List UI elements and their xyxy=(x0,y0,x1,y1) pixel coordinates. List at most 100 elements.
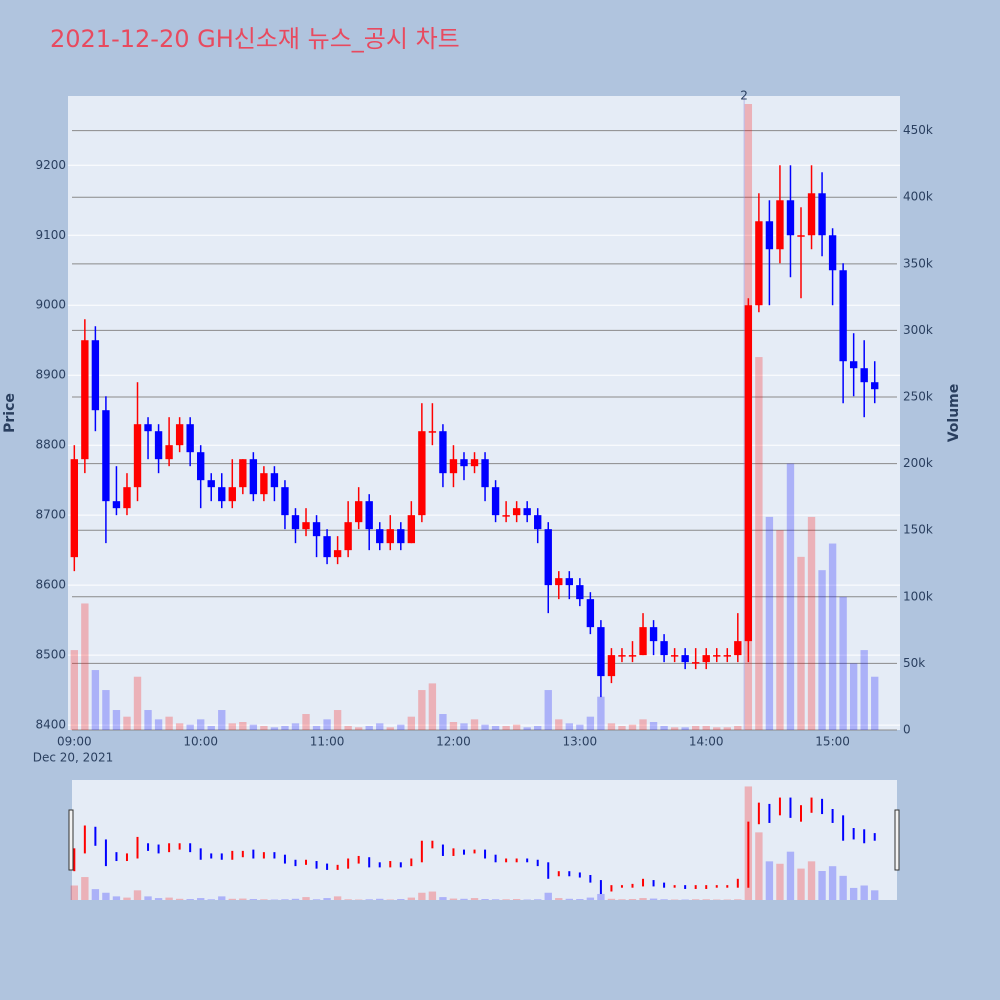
slider-handle-right[interactable] xyxy=(894,809,900,871)
x-tick-label: 15:00 xyxy=(815,735,850,749)
x-tick-label: 09:00 xyxy=(57,735,92,749)
candle-body xyxy=(670,655,679,657)
candle-body xyxy=(576,585,584,600)
slider-volume-bar xyxy=(239,898,247,900)
slider-volume-bar xyxy=(755,832,763,900)
candle-body xyxy=(797,235,805,237)
candle-body xyxy=(555,578,563,586)
volume-bar xyxy=(102,690,110,730)
volume-bar xyxy=(649,722,658,730)
slider-volume-bar xyxy=(175,898,184,900)
volume-bar xyxy=(818,570,826,730)
slider-volume-bar xyxy=(860,885,868,900)
volume-bar xyxy=(323,719,331,730)
slider-volume-bar xyxy=(365,899,373,900)
volume-bar xyxy=(828,543,837,730)
slider-volume-bar xyxy=(260,899,268,900)
candle-body xyxy=(133,424,142,488)
y-tick-label: 8900 xyxy=(35,368,66,382)
y-tick-label: 8700 xyxy=(35,508,66,522)
candle-body xyxy=(207,480,215,488)
y-tick-label: 8400 xyxy=(35,718,66,732)
volume-bar xyxy=(723,727,731,730)
volume-bar xyxy=(186,724,194,730)
x-tick-label: 14:00 xyxy=(689,735,724,749)
volume-bar xyxy=(470,719,479,730)
volume-bar xyxy=(344,726,352,730)
candle-body xyxy=(818,193,826,236)
candle-body xyxy=(260,473,268,495)
candle-body xyxy=(807,193,816,236)
y-tick-label: 9100 xyxy=(35,228,66,242)
candle-body xyxy=(449,459,458,474)
slider-volume-bar xyxy=(333,896,342,900)
candle-body xyxy=(365,501,373,530)
slider-volume-bar xyxy=(797,868,805,900)
slider-volume-bar xyxy=(586,897,595,900)
y2-tick-label: 300k xyxy=(903,323,933,337)
slider-volume-bar xyxy=(70,885,79,900)
slider-volume-bar xyxy=(449,898,458,900)
volume-bar xyxy=(681,727,689,730)
candle-body xyxy=(786,200,795,236)
candle-body xyxy=(649,627,658,642)
volume-bar xyxy=(765,516,774,730)
candle-body xyxy=(713,655,721,657)
candle-body xyxy=(186,424,194,453)
slider-volume-bar xyxy=(207,899,215,900)
volume-bar xyxy=(218,710,226,730)
y-axis-title: Price xyxy=(2,393,18,433)
slider-volume-bar xyxy=(460,898,468,900)
volume-bar xyxy=(660,726,668,730)
volume-bar xyxy=(228,723,236,730)
candle-body xyxy=(144,424,152,432)
candle-body xyxy=(333,550,342,558)
candle-body xyxy=(734,641,742,656)
volume-bar xyxy=(270,727,279,730)
candle-body xyxy=(702,655,710,663)
slider-volume-bar xyxy=(302,897,310,900)
candle-body xyxy=(154,431,163,460)
volume-bar xyxy=(692,726,700,730)
candle-body xyxy=(744,305,753,642)
volume-bar xyxy=(239,722,247,730)
volume-bar xyxy=(91,670,100,730)
range-slider[interactable] xyxy=(72,780,897,900)
volume-bar xyxy=(123,716,131,730)
candle-body xyxy=(460,459,468,467)
slider-volume-bar xyxy=(565,898,573,900)
candle-body xyxy=(102,410,110,502)
slider-volume-bar xyxy=(776,863,784,900)
x-tick-label: 10:00 xyxy=(183,735,218,749)
candle-body xyxy=(354,501,363,523)
x-tick-label: 13:00 xyxy=(563,735,598,749)
candle-body xyxy=(123,487,131,509)
volume-bar xyxy=(734,726,742,730)
volume-bar xyxy=(849,663,858,730)
candle-body xyxy=(344,522,352,551)
volume-bar xyxy=(249,724,258,730)
volume-bar xyxy=(386,727,394,730)
volume-bar xyxy=(407,716,416,730)
slider-volume-bar xyxy=(502,899,510,900)
slider-volume-bar xyxy=(323,898,331,900)
slider-volume-bar xyxy=(428,891,437,900)
slider-volume-bar xyxy=(218,896,226,900)
volume-bar xyxy=(607,723,616,730)
slider-volume-bar xyxy=(491,899,500,900)
slider-handle-left[interactable] xyxy=(68,809,74,871)
slider-volume-bar xyxy=(102,892,110,900)
y-tick-label: 8600 xyxy=(35,578,66,592)
volume-bar xyxy=(786,463,795,730)
volume-bar xyxy=(807,516,816,730)
candle-body xyxy=(828,235,837,271)
candle-body xyxy=(607,655,616,677)
plot-area xyxy=(68,96,900,730)
candle-body xyxy=(428,431,437,433)
volume-bar xyxy=(312,726,321,730)
slider-volume-bar xyxy=(660,899,668,900)
y-tick-label: 9200 xyxy=(35,158,66,172)
candle-body xyxy=(407,515,416,544)
slider-volume-bar xyxy=(312,899,321,900)
